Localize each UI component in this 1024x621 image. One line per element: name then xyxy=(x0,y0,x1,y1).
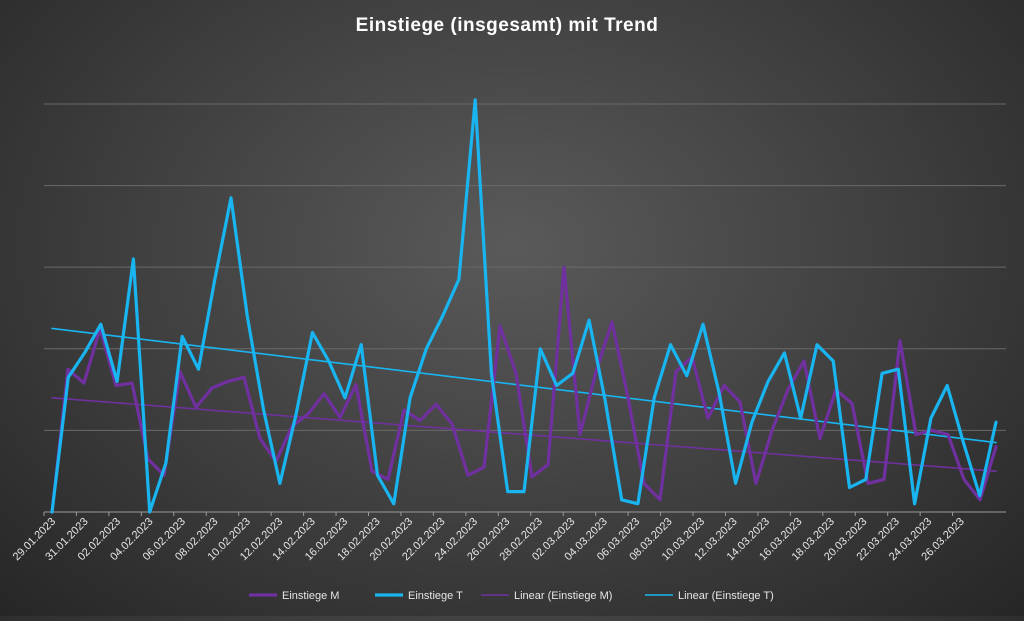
series-line xyxy=(50,265,998,514)
x-axis: 29.01.202331.01.202302.02.202304.02.2023… xyxy=(11,511,1006,563)
series-line xyxy=(50,98,998,514)
chart-title: Einstiege (insgesamt) mit Trend xyxy=(356,15,659,36)
legend-label: Linear (Einstiege T) xyxy=(678,590,774,602)
legend: Einstiege M Einstiege T Linear (Einstiege … xyxy=(249,590,774,602)
legend-label: Einstiege M xyxy=(282,590,339,602)
series-line xyxy=(51,327,997,444)
series-lines xyxy=(50,98,998,514)
legend-label: Einstiege T xyxy=(408,590,463,602)
legend-label: Linear (Einstiege M) xyxy=(514,590,612,602)
